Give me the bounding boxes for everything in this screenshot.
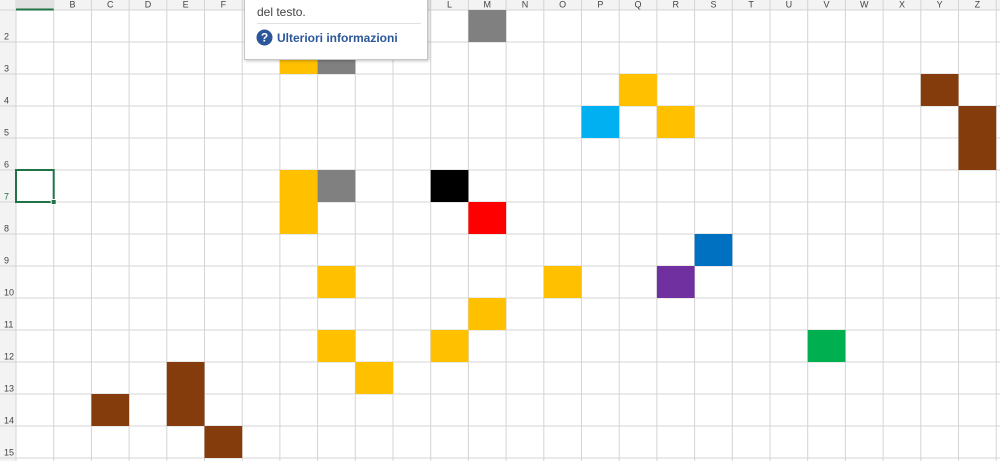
column-header: M	[484, 0, 492, 9]
column-header: R	[673, 0, 680, 9]
filled-cell	[656, 266, 695, 298]
svg-text:?: ?	[261, 31, 268, 45]
fill-handle	[50, 199, 57, 205]
column-header: D	[145, 0, 152, 9]
filled-cell	[166, 362, 205, 394]
row-header: 2	[4, 31, 9, 41]
column-header: F	[221, 0, 227, 9]
column-header: E	[183, 0, 189, 9]
filled-cell	[468, 202, 507, 234]
selected-cell	[15, 169, 55, 203]
filled-cell	[958, 106, 997, 138]
column-header: O	[559, 0, 566, 9]
row-header: 10	[4, 287, 14, 297]
column-header: C	[107, 0, 114, 9]
help-link[interactable]: Ulteriori informazioni	[277, 31, 398, 45]
column-header: Y	[937, 0, 943, 9]
column-header-bar	[0, 0, 1000, 10]
row-header: 15	[4, 447, 14, 457]
filled-cell	[279, 202, 318, 234]
column-header: Z	[975, 0, 981, 9]
row-header: 5	[4, 127, 9, 137]
filled-cell	[468, 10, 507, 42]
filled-cell	[204, 426, 243, 458]
row-header-bar	[0, 0, 16, 461]
filled-cell	[430, 330, 469, 362]
filled-cell	[317, 266, 356, 298]
row-header: 14	[4, 415, 14, 425]
row-header: 8	[4, 223, 9, 233]
filled-cell	[807, 330, 846, 362]
column-header: T	[748, 0, 754, 9]
separator	[257, 23, 421, 24]
column-header: L	[447, 0, 452, 9]
column-header: U	[786, 0, 793, 9]
row-header: 3	[4, 63, 9, 73]
row-header: 12	[4, 351, 14, 361]
column-header: N	[522, 0, 529, 9]
column-header: S	[710, 0, 716, 9]
filled-cell	[355, 362, 393, 394]
filled-cell	[581, 106, 620, 138]
filled-cell	[920, 74, 959, 106]
column-header: Q	[635, 0, 642, 9]
column-header: V	[824, 0, 830, 9]
filled-cell	[656, 106, 695, 138]
row-header: 7	[4, 191, 9, 201]
filled-cell	[317, 170, 356, 202]
filled-cell	[619, 74, 657, 106]
column-header-highlight	[16, 0, 54, 9]
row-header: 11	[4, 319, 13, 329]
filled-cell	[958, 138, 997, 170]
filled-cell	[694, 234, 733, 266]
row-header: 4	[4, 95, 9, 105]
filled-cell	[468, 298, 507, 330]
filled-cell	[317, 330, 356, 362]
filled-cell	[91, 394, 130, 426]
column-header: X	[899, 0, 905, 9]
help-icon: ?	[256, 29, 273, 46]
filled-cell	[543, 266, 582, 298]
column-header: P	[597, 0, 603, 9]
row-header: 6	[4, 159, 9, 169]
column-header: B	[70, 0, 76, 9]
column-header: W	[860, 0, 869, 9]
tooltip: del testo. ? Ulteriori informazioni	[244, 0, 428, 60]
row-header: 9	[4, 255, 9, 265]
row-header: 13	[4, 383, 14, 393]
filled-cell	[430, 170, 469, 202]
filled-cell	[279, 170, 318, 202]
tooltip-text: del testo.	[257, 5, 306, 19]
filled-cell	[166, 394, 205, 426]
